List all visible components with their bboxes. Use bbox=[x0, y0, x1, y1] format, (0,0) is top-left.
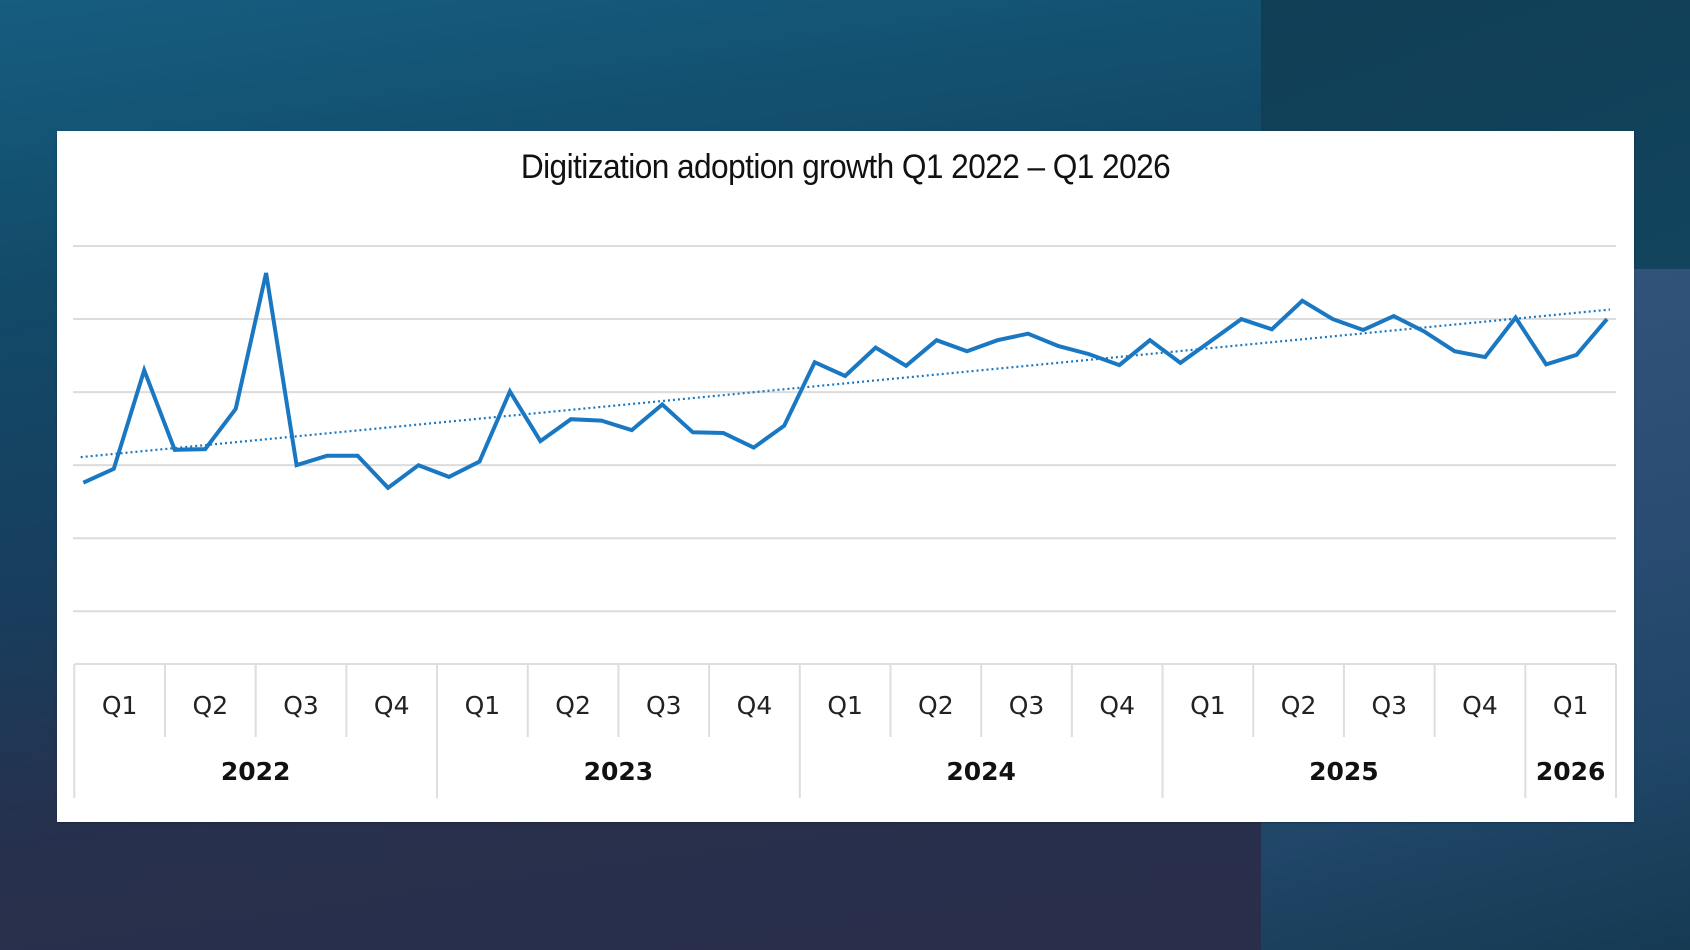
chart-card: Digitization adoption growth Q1 2022 – Q… bbox=[57, 131, 1634, 822]
chart-title: Digitization adoption growth Q1 2022 – Q… bbox=[520, 148, 1171, 186]
